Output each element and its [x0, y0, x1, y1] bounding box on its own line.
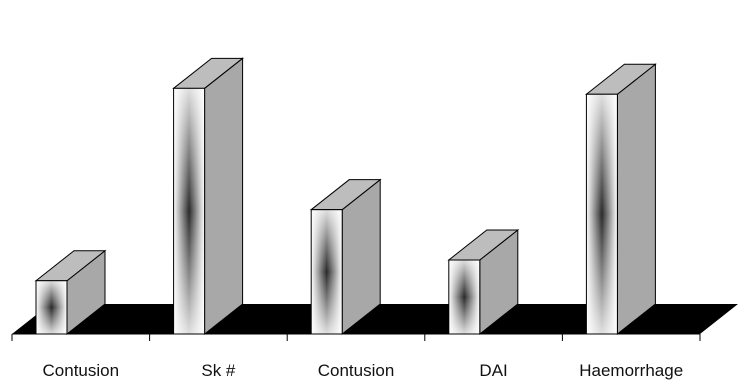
x-tick-label: Sk #	[201, 361, 236, 380]
bar	[34, 249, 107, 336]
bars	[34, 57, 657, 336]
bar	[309, 178, 382, 336]
bar	[447, 228, 520, 336]
bar-side-face	[204, 57, 244, 336]
bar-front-shading	[448, 259, 481, 335]
bar-front-shading	[35, 280, 68, 335]
x-tick-label: Haemorrhage	[579, 361, 683, 380]
bar	[172, 57, 245, 336]
bar	[584, 63, 657, 336]
x-tick-label: Contusion	[43, 361, 120, 380]
bar-side-face	[616, 63, 656, 336]
x-axis: Contusion Sk # Contusion DAI Haemorrhage	[11, 333, 701, 380]
x-tick-label: Contusion	[318, 361, 395, 380]
x-tick-label: DAI	[479, 361, 507, 380]
bar-front-shading	[310, 209, 343, 335]
bar-front-shading	[173, 87, 206, 335]
bar-front-shading	[585, 93, 618, 335]
